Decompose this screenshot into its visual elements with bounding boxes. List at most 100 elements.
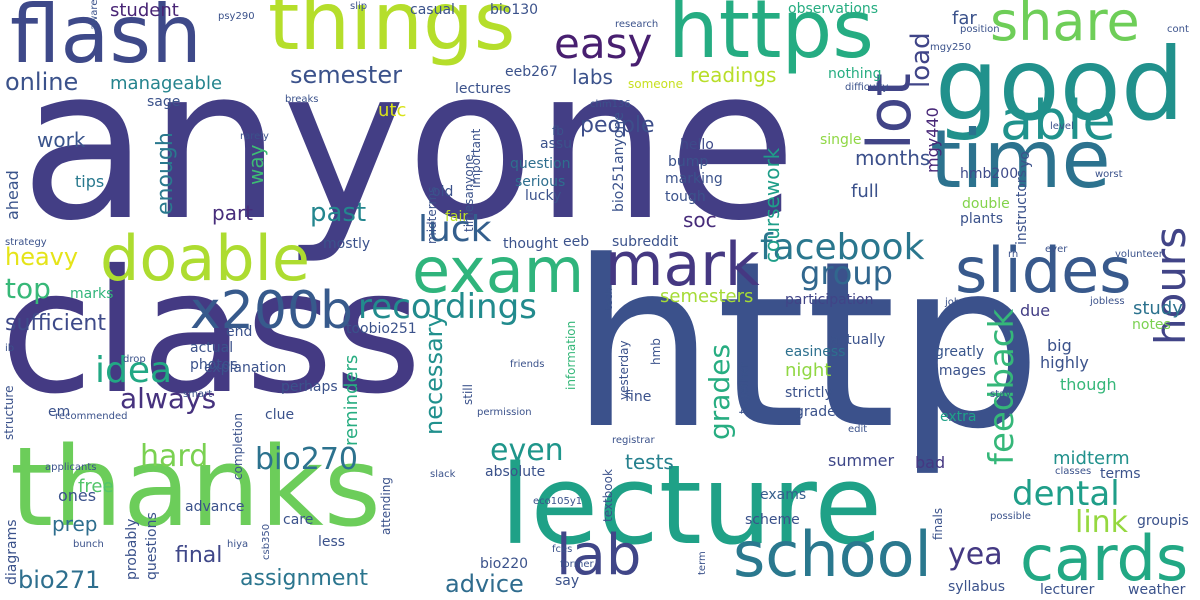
word-part: part	[212, 201, 254, 225]
word-difficulty: difficulty	[845, 82, 889, 93]
word-photos: photos	[190, 357, 238, 373]
word-eco105y1: eco105y1	[533, 496, 583, 507]
word-reminders: reminders	[341, 354, 362, 446]
word-tests: tests	[625, 450, 674, 474]
word-aware: aware	[89, 0, 100, 30]
word-jobless: jobless	[1090, 296, 1125, 307]
word-hard: hard	[140, 439, 209, 474]
word-edit: edit	[848, 424, 868, 435]
word-bunch: bunch	[73, 539, 104, 550]
word-level: level	[1050, 121, 1074, 132]
word-eeb267: eeb267	[505, 64, 558, 80]
word-position: position	[960, 24, 1000, 35]
word-sage: sage	[147, 94, 181, 110]
word-recommended: recommended	[55, 411, 128, 422]
word-serious: serious	[515, 174, 566, 190]
word-exams: exams	[760, 487, 807, 503]
word-hiya: hiya	[227, 539, 249, 550]
word-term: term	[697, 551, 708, 575]
word-dental: dental	[1012, 474, 1120, 514]
word-semester: semester	[290, 61, 402, 89]
word-tips: tips	[75, 172, 105, 191]
word-weather: weather	[1128, 582, 1186, 598]
word-past: past	[310, 198, 367, 228]
word-strictly: strictly	[785, 385, 833, 401]
word-flash: flash	[10, 0, 202, 81]
word-friends: friends	[510, 359, 545, 370]
word-instructors: instructors	[1014, 170, 1030, 245]
word-semesters: semesters	[660, 286, 754, 307]
word-thanks: thanks	[10, 423, 381, 551]
word-possible: possible	[990, 511, 1031, 522]
word-advice: advice	[445, 570, 524, 598]
word-together: together	[737, 362, 751, 414]
word-timesanyone: timesanyone	[462, 154, 476, 232]
word-toobio251: toobio251	[346, 321, 417, 337]
word-information: information	[564, 320, 578, 390]
word-bio251anyone: bio251anyone	[611, 112, 627, 212]
word-casual: casual	[410, 2, 455, 18]
word-assignment: assignment	[240, 566, 368, 591]
word-old: old	[432, 184, 454, 200]
word-diagrams: diagrams	[4, 519, 20, 585]
word-mark: mark	[605, 230, 760, 300]
word-ib: ib	[5, 343, 15, 354]
word-mgy440: mgy440	[923, 107, 942, 173]
word-rn: rn	[1008, 249, 1019, 260]
word-bio271: bio271	[18, 566, 101, 594]
word-summer: summer	[828, 451, 895, 470]
word-utc: utc	[378, 100, 407, 121]
word-yea: yea	[948, 537, 1003, 572]
word-class: class	[0, 234, 423, 432]
word-coursework: coursework	[760, 147, 784, 263]
word-images: images	[935, 363, 986, 379]
word-bad: bad	[915, 453, 946, 472]
word-attending: attending	[379, 477, 393, 535]
word-lucky: lucky	[525, 188, 562, 204]
word-sufficient: sufficient	[5, 311, 106, 336]
word-questions: questions	[144, 512, 160, 580]
word-breaks: breaks	[285, 94, 319, 105]
word-manageable: manageable	[110, 73, 223, 94]
word-extra: extra	[940, 409, 977, 425]
word-idea: idea	[95, 350, 173, 391]
word-marking: marking	[665, 171, 723, 187]
word-though: though	[1060, 375, 1117, 394]
word-observations: observations	[788, 1, 879, 17]
word-highly: highly	[1040, 353, 1089, 372]
word-say: say	[555, 573, 580, 589]
word-http: http	[570, 213, 1043, 480]
word-good: good	[935, 26, 1185, 143]
word-end: end	[226, 324, 253, 340]
word-chm136: chm136	[590, 99, 631, 110]
word-ahead: ahead	[3, 170, 22, 220]
word-still: still	[461, 384, 475, 405]
word-tough: tough	[665, 189, 706, 205]
word-way: way	[244, 144, 268, 185]
word-grade: grade	[795, 404, 836, 420]
word-explanation: explanation	[204, 360, 287, 376]
word-soc: soc	[683, 208, 717, 232]
word-hello: hello	[680, 137, 714, 153]
word-readings: readings	[690, 63, 777, 87]
word-actual: actual	[190, 340, 234, 356]
word-marks: marks	[70, 286, 114, 302]
word-scheme: scheme	[745, 512, 800, 528]
word-slip: slip	[350, 1, 368, 12]
word-advance: advance	[185, 499, 245, 515]
word-rarely: rarely	[240, 131, 269, 142]
word-necessary: necessary	[420, 313, 448, 435]
word-slack: slack	[430, 469, 456, 480]
word-stay: stay	[990, 389, 1012, 400]
word-bio130: bio130	[490, 2, 539, 18]
word-link: link	[1075, 505, 1129, 540]
word-able: able	[1000, 89, 1116, 152]
word-cards: cards	[1020, 522, 1189, 595]
word-slides: slides	[955, 234, 1132, 307]
word-classes: classes	[1055, 466, 1092, 477]
word-hmb200: hmb200	[960, 166, 1019, 182]
word-lab: lab	[556, 523, 642, 588]
word-applicants: applicants	[45, 462, 97, 473]
word-full: full	[851, 181, 879, 202]
